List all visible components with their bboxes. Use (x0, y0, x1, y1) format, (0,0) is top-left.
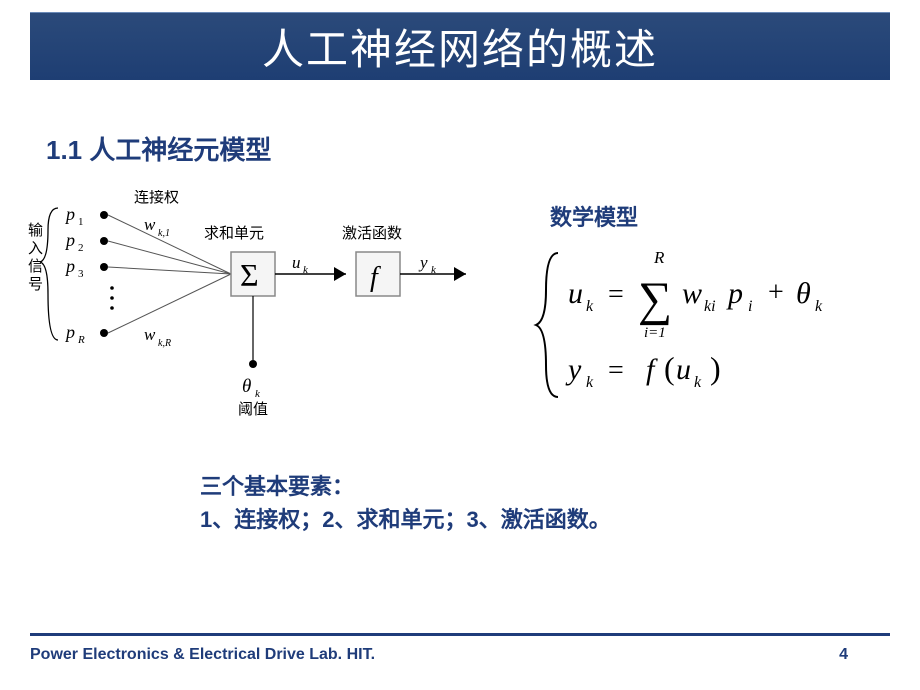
input-signal-label: 输 (28, 222, 43, 239)
svg-text:信: 信 (28, 258, 43, 275)
svg-text:p: p (64, 230, 75, 250)
page-number: 4 (839, 646, 848, 664)
svg-text:p: p (64, 322, 75, 342)
title-bar: 人工神经网络的概述 (30, 12, 890, 80)
svg-text:=: = (608, 279, 624, 310)
svg-text:y: y (565, 353, 582, 386)
svg-text:p: p (726, 277, 743, 310)
svg-text:k: k (694, 374, 702, 391)
weight-label: 连接权 (134, 190, 179, 206)
elements-line1: 三个基本要素： (200, 470, 611, 503)
slide-title: 人工神经网络的概述 (262, 16, 658, 77)
svg-text:2: 2 (78, 242, 84, 254)
footer-divider (30, 633, 890, 636)
svg-text:入: 入 (28, 241, 43, 257)
math-equations: u k = ∑ R i=1 w ki p i + θ k y k = f ( u… (530, 245, 890, 405)
svg-text:w: w (682, 277, 702, 310)
svg-text:k: k (255, 388, 261, 400)
svg-text:): ) (710, 350, 721, 386)
three-elements: 三个基本要素： 1、连接权；2、求和单元；3、激活函数。 (200, 470, 611, 536)
svg-text:k: k (586, 374, 594, 391)
svg-text:k: k (586, 298, 594, 315)
svg-text:y: y (418, 253, 428, 272)
svg-text:R: R (77, 334, 85, 346)
math-heading: 数学模型 (550, 200, 638, 232)
sum-label: 求和单元 (204, 225, 264, 242)
svg-text:p: p (64, 204, 75, 224)
svg-text:k,1: k,1 (158, 228, 170, 239)
svg-text:号: 号 (28, 277, 43, 293)
svg-text:∑: ∑ (638, 273, 672, 326)
svg-text:w: w (144, 215, 156, 234)
svg-text:w: w (144, 325, 156, 344)
svg-text:i: i (748, 298, 752, 315)
svg-text:u: u (292, 253, 301, 272)
svg-text:k,R: k,R (158, 338, 171, 349)
svg-text:R: R (653, 248, 665, 267)
svg-text:(: ( (664, 350, 675, 386)
svg-text:f: f (646, 353, 658, 386)
svg-text:ki: ki (704, 298, 716, 315)
svg-text:+: + (768, 277, 784, 308)
neuron-diagram: 输 入 信 号 p1 p2 p3 pR 连接权 wk,1 wk,R 求和单元 Σ… (16, 190, 486, 420)
svg-text:u: u (676, 353, 691, 386)
section-heading: 1.1 人工神经元模型 (46, 130, 271, 167)
svg-text:Σ: Σ (240, 257, 259, 293)
svg-text:θ: θ (242, 376, 251, 397)
svg-text:k: k (815, 298, 823, 315)
svg-text:p: p (64, 256, 75, 276)
svg-text:i=1: i=1 (644, 325, 666, 341)
footer-text: Power Electronics & Electrical Drive Lab… (30, 646, 375, 664)
svg-text:3: 3 (78, 268, 84, 280)
svg-text:u: u (568, 277, 583, 310)
activation-label: 激活函数 (342, 225, 402, 242)
svg-text:=: = (608, 355, 624, 386)
threshold-label: 阈值 (238, 401, 268, 418)
elements-line2: 1、连接权；2、求和单元；3、激活函数。 (200, 503, 611, 536)
svg-text:θ: θ (796, 277, 811, 310)
svg-text:1: 1 (78, 216, 84, 228)
